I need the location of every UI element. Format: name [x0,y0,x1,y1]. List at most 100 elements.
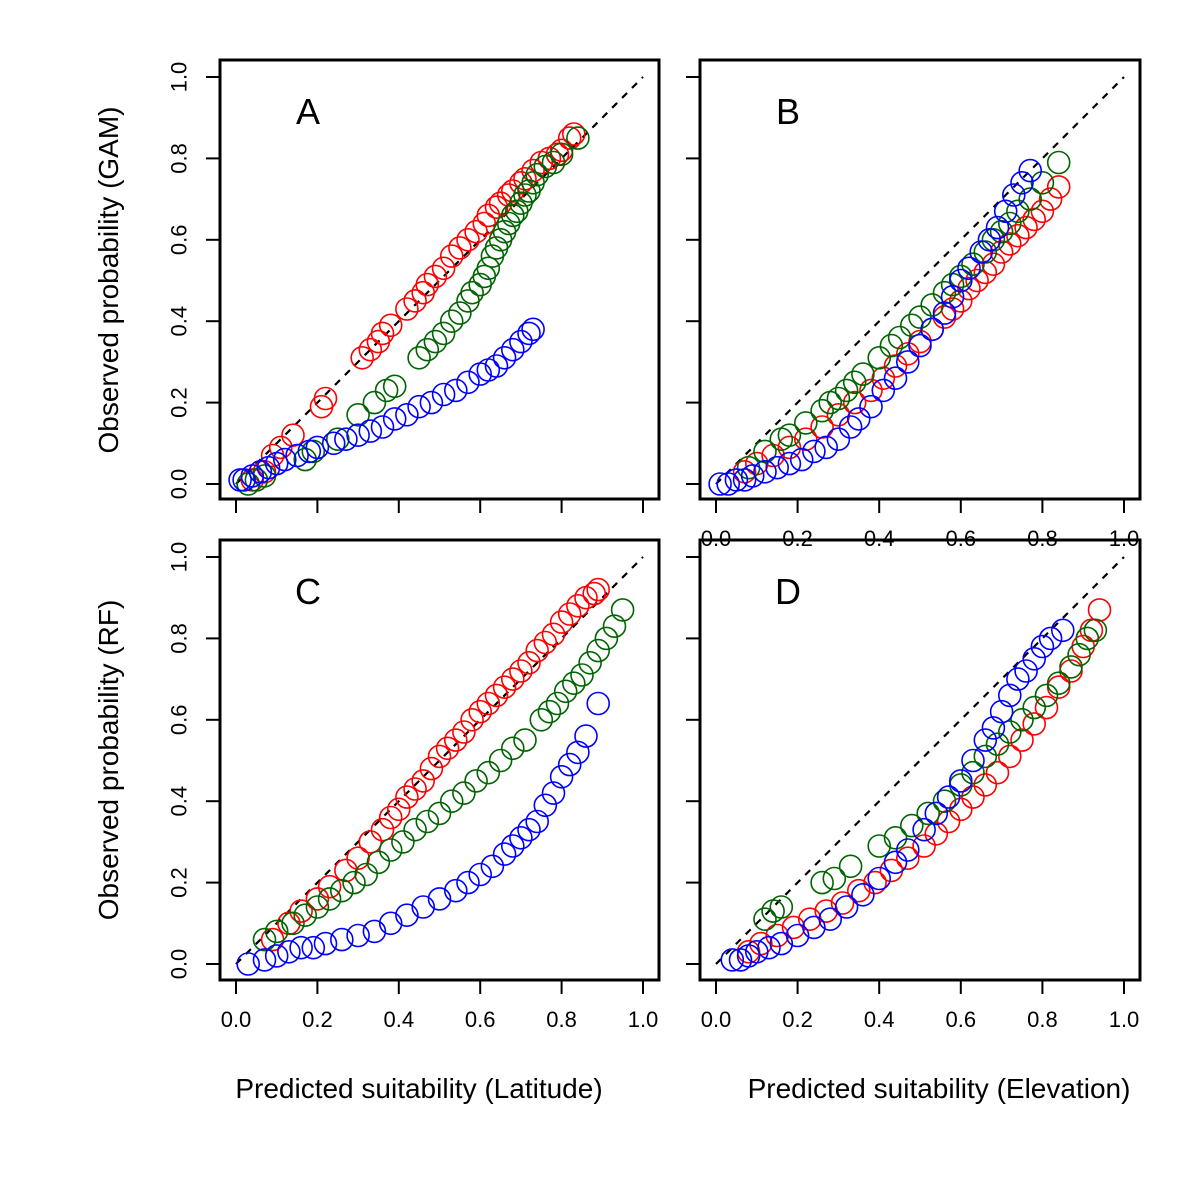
point-a-green-2 [252,464,277,488]
series-red-d [736,598,1112,964]
point-c-blue-5 [301,935,326,960]
point-a-red-3 [268,435,293,460]
point-b-blue-12 [838,415,863,439]
reference-line-d [715,556,1125,965]
point-c-green-5 [317,887,342,911]
point-b-red-26 [1030,199,1055,224]
point-b-red-23 [1006,223,1030,248]
point-b-red-10 [883,354,908,378]
point-d-blue-25 [1022,646,1046,671]
point-d-green-6 [867,834,892,858]
plot-frame-d [698,538,1142,982]
point-d-green-9 [916,801,941,826]
plot-frame-a [218,58,661,501]
point-c-green-23 [537,699,562,724]
point-d-green-20 [1059,655,1083,679]
point-c-blue-21 [517,817,541,842]
panel-letter-d: D [775,571,801,612]
point-a-blue-14 [370,415,395,439]
y-tick-label-a-3: 0.6 [167,225,192,256]
point-c-green-0 [252,927,277,952]
point-b-blue-10 [814,435,839,460]
point-c-red-30 [549,610,574,634]
point-a-red-17 [431,256,456,281]
point-c-blue-11 [395,903,419,928]
point-c-red-22 [484,683,509,708]
point-a-red-10 [370,321,395,346]
point-b-blue-5 [753,459,777,484]
point-b-red-17 [957,276,981,301]
point-d-green-21 [1067,642,1091,667]
point-a-blue-17 [407,394,431,419]
point-a-red-21 [464,219,488,244]
point-c-blue-25 [549,764,574,789]
point-a-blue-21 [456,370,480,395]
point-c-blue-2 [264,944,289,968]
y-tick-label-a-2: 0.4 [167,306,192,337]
point-c-blue-12 [411,895,436,919]
point-b-blue-28 [1001,183,1026,207]
x-tick-label-c-0: 0.0 [221,1007,252,1032]
point-d-red-24 [1071,634,1095,659]
point-c-green-3 [293,903,318,928]
point-a-green-0 [236,472,260,496]
point-a-red-18 [439,244,464,268]
point-a-blue-7 [285,443,309,468]
point-b-green-1 [753,439,777,464]
x-tick-label-d-2: 0.4 [864,1007,895,1032]
point-c-red-9 [378,805,403,830]
point-c-red-13 [411,769,436,793]
point-a-green-10 [407,345,431,370]
point-c-red-27 [525,638,550,663]
point-a-blue-16 [395,402,419,427]
point-b-red-25 [1022,207,1046,232]
point-c-red-34 [582,581,607,606]
point-c-red-15 [427,744,452,769]
x-tick-label-c-5: 1.0 [628,1007,659,1032]
point-c-red-8 [370,817,395,842]
series-green-d [753,618,1108,932]
point-a-blue-11 [334,427,358,452]
point-a-blue-28 [517,321,541,346]
point-c-blue-14 [443,878,468,903]
y-tick-label-c-3: 0.6 [167,705,192,736]
point-b-blue-0 [708,472,732,496]
panel-c: 0.0 0.2 0.4 0.6 0.8 1.0 0.0 0.2 0.4 0.6 0.8 1.0 C [167,538,661,1032]
plot-frame-b [698,58,1142,501]
y-tick-label-c-0: 0.0 [167,949,192,980]
point-b-green-4 [793,411,818,435]
point-a-red-12 [395,297,419,321]
point-d-red-4 [797,907,822,932]
point-c-green-1 [264,919,289,944]
point-b-red-9 [871,366,896,391]
point-b-red-7 [842,390,867,415]
point-c-green-8 [354,862,379,887]
point-c-green-28 [578,650,602,675]
point-b-green-27 [1030,171,1055,195]
point-d-blue-24 [1014,659,1038,683]
point-b-red-21 [989,240,1014,264]
point-c-blue-9 [362,919,387,944]
point-c-red-28 [533,630,558,655]
point-c-blue-27 [566,740,590,765]
point-b-blue-26 [985,215,1010,240]
point-a-green-17 [460,280,484,305]
point-c-green-9 [366,850,391,875]
point-b-blue-21 [940,284,965,309]
point-a-blue-27 [509,329,533,354]
point-b-blue-27 [993,199,1018,224]
point-c-red-10 [386,797,411,822]
point-d-blue-11 [867,866,892,891]
point-d-green-16 [1010,707,1034,732]
point-d-blue-4 [757,935,781,960]
point-c-blue-1 [252,948,277,972]
point-b-blue-30 [1018,158,1042,183]
series-blue-c [236,691,611,976]
point-c-red-4 [317,874,342,899]
point-c-red-11 [395,785,419,809]
point-b-green-26 [1018,187,1042,211]
point-d-green-17 [1022,695,1046,720]
panel-a: 0.0 0.2 0.4 0.6 0.8 1.0 A [167,58,661,513]
x-tick-label-c-2: 0.4 [384,1007,415,1032]
point-a-red-23 [476,203,501,228]
